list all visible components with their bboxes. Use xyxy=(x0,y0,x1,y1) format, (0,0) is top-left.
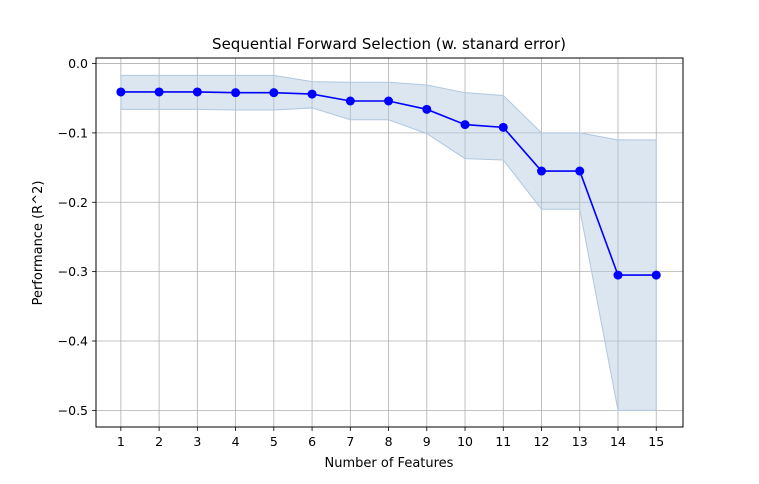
x-tick-label: 13 xyxy=(572,434,588,449)
data-point xyxy=(498,122,508,132)
grid xyxy=(96,58,683,427)
data-point-layer xyxy=(116,87,661,280)
x-tick-label: 1 xyxy=(117,434,125,449)
y-axis-label: Performance (R^2) xyxy=(31,181,46,306)
data-point xyxy=(384,96,394,106)
data-point xyxy=(154,87,164,97)
data-point xyxy=(537,166,547,176)
y-tick-label: −0.2 xyxy=(58,195,88,210)
x-tick-label: 8 xyxy=(385,434,393,449)
x-tick-label: 10 xyxy=(457,434,473,449)
y-tick-label: −0.3 xyxy=(58,264,88,279)
x-tick-label: 5 xyxy=(270,434,278,449)
error-band xyxy=(120,74,657,411)
data-point xyxy=(231,88,241,98)
x-tick-label: 14 xyxy=(610,434,626,449)
x-axis: 1 2 3 4 5 6 7 8 9 10 11 12 13 14 15 xyxy=(117,427,664,449)
plot-area xyxy=(95,57,684,428)
x-tick-label: 2 xyxy=(155,434,163,449)
y-tick-label: 0.0 xyxy=(68,56,88,71)
data-point xyxy=(116,87,126,97)
y-tick-label: −0.5 xyxy=(58,403,88,418)
data-point xyxy=(460,120,470,130)
chart-title: Sequential Forward Selection (w. stanard… xyxy=(212,35,566,53)
x-tick-label: 6 xyxy=(308,434,316,449)
error-band-layer xyxy=(120,74,657,411)
data-point xyxy=(307,89,317,99)
data-point xyxy=(575,166,585,176)
x-tick-label: 4 xyxy=(232,434,240,449)
x-tick-label: 9 xyxy=(423,434,431,449)
data-point xyxy=(651,270,661,280)
data-point xyxy=(613,270,623,280)
data-point xyxy=(269,88,279,98)
y-axis: 0.0 −0.1 −0.2 −0.3 −0.4 −0.5 xyxy=(58,56,96,418)
data-point xyxy=(422,104,432,114)
x-tick-label: 3 xyxy=(193,434,201,449)
y-tick-label: −0.4 xyxy=(58,333,88,348)
x-tick-label: 12 xyxy=(534,434,550,449)
x-tick-label: 11 xyxy=(495,434,511,449)
x-axis-label: Number of Features xyxy=(325,456,454,471)
y-tick-label: −0.1 xyxy=(58,125,88,140)
data-point xyxy=(345,96,355,106)
x-tick-label: 7 xyxy=(346,434,354,449)
x-tick-label: 15 xyxy=(648,434,664,449)
data-point xyxy=(192,87,202,97)
